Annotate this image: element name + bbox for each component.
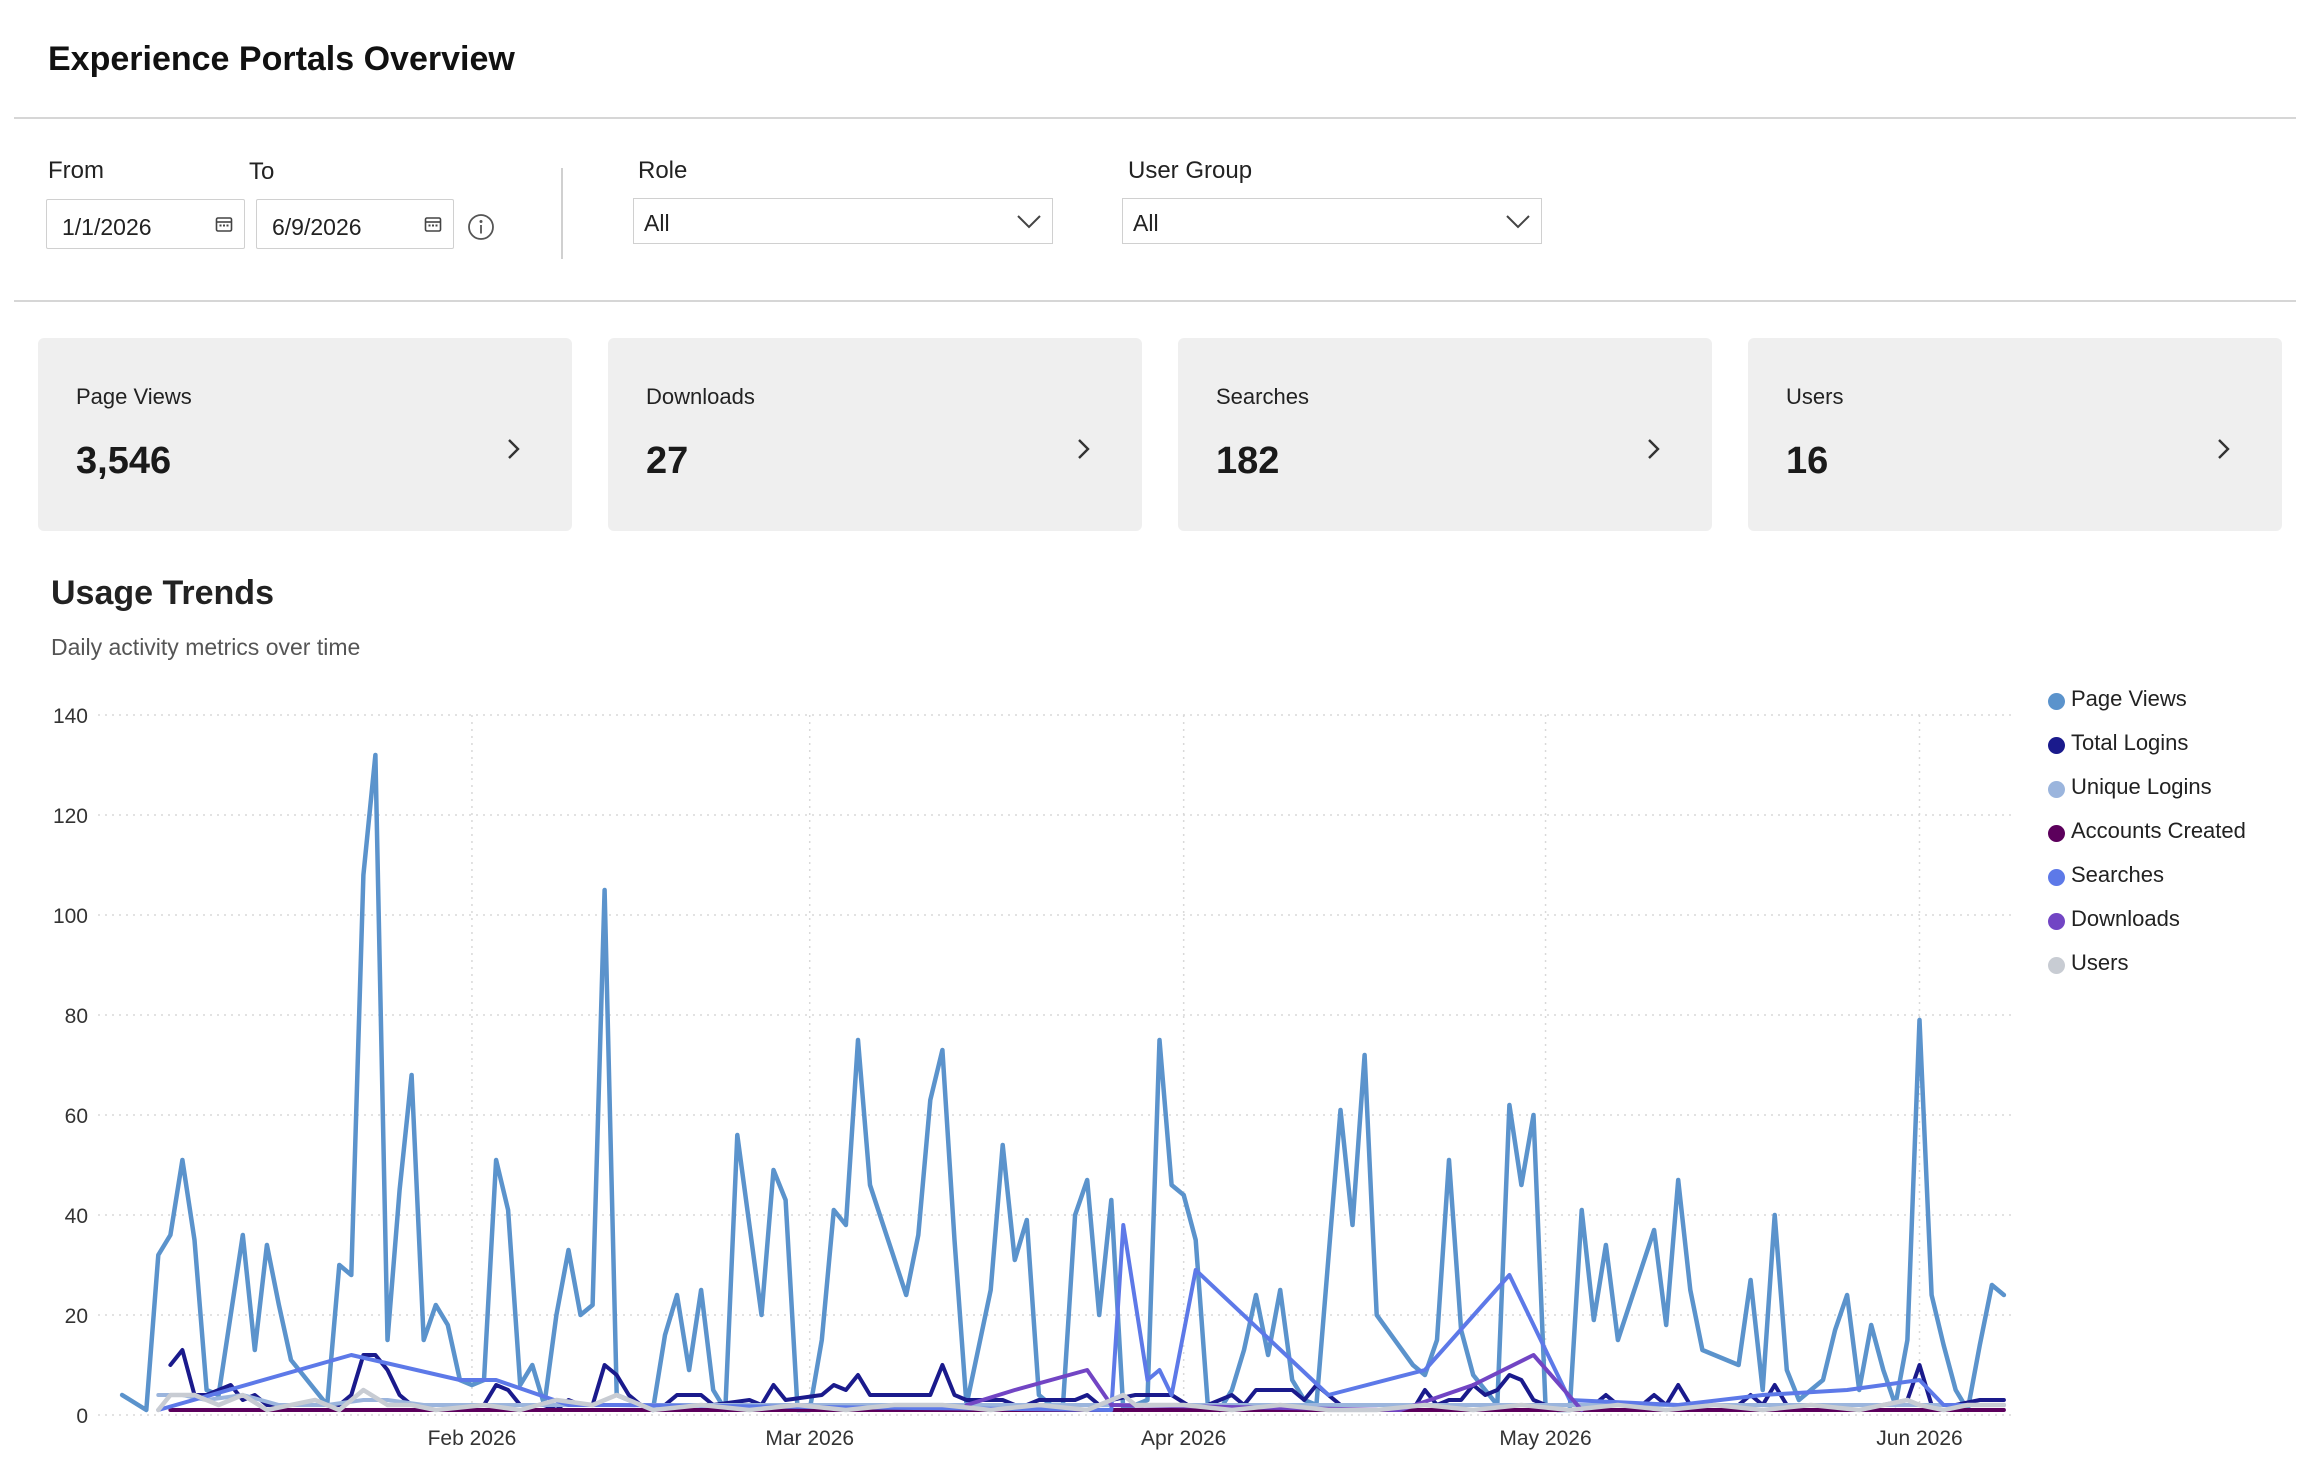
card-page-views[interactable]: Page Views 3,546 [38, 338, 572, 531]
y-tick-label: 140 [53, 705, 88, 728]
user-group-label: User Group [1128, 157, 1253, 184]
card-downloads[interactable]: Downloads 27 [608, 338, 1142, 531]
card-value: 182 [1216, 440, 1280, 482]
usage-trends-chart: 0 20 40 60 80 100 120 140 Feb 2026 Mar 2026 Apr 20… [53, 705, 2016, 1450]
role-label: Role [638, 157, 688, 184]
calendar-icon[interactable] [423, 214, 443, 234]
chevron-right-icon [1648, 439, 1660, 459]
from-label: From [48, 157, 104, 184]
section-title: Usage Trends [51, 574, 274, 612]
user-group-select[interactable]: All [1122, 198, 1542, 244]
filter-separator [561, 168, 563, 259]
series-line-users [156, 1387, 2007, 1413]
chevron-down-icon [1506, 215, 1530, 229]
role-select-value: All [644, 210, 670, 236]
x-tick-label: Feb 2026 [428, 1427, 517, 1450]
section-subtitle: Daily activity metrics over time [51, 634, 361, 660]
y-tick-label: 120 [53, 805, 88, 828]
page-title: Experience Portals Overview [48, 40, 515, 78]
legend-label: Searches [2071, 862, 2164, 887]
filter-divider [14, 300, 2296, 302]
header-divider [14, 117, 2296, 119]
legend-swatch [2048, 869, 2065, 886]
y-tick-label: 40 [65, 1205, 88, 1228]
y-tick-label: 60 [65, 1105, 88, 1128]
user-group-select-value: All [1133, 210, 1159, 236]
legend-swatch [2048, 825, 2065, 842]
y-tick-label: 80 [65, 1005, 88, 1028]
card-label: Page Views [76, 384, 192, 409]
legend-swatch [2048, 693, 2065, 710]
chevron-right-icon [508, 439, 520, 459]
legend-label: Total Logins [2071, 730, 2189, 755]
y-tick-label: 20 [65, 1305, 88, 1328]
calendar-icon[interactable] [214, 214, 234, 234]
x-tick-label: May 2026 [1499, 1427, 1591, 1450]
legend-swatch [2048, 781, 2065, 798]
x-tick-label: Mar 2026 [765, 1427, 854, 1450]
y-tick-label: 100 [53, 905, 88, 928]
from-date-value: 1/1/2026 [62, 214, 152, 240]
card-label: Searches [1216, 384, 1309, 409]
x-tick-label: Jun 2026 [1876, 1427, 1962, 1450]
legend-label: Unique Logins [2071, 774, 2212, 799]
chevron-right-icon [2218, 439, 2230, 459]
chevron-down-icon [1017, 215, 1041, 229]
from-date-input[interactable]: 1/1/2026 [46, 199, 245, 249]
y-tick-label: 0 [76, 1405, 88, 1428]
legend-label: Downloads [2071, 906, 2180, 931]
info-icon[interactable] [466, 212, 496, 242]
to-date-input[interactable]: 6/9/2026 [256, 199, 454, 249]
legend-swatch [2048, 957, 2065, 974]
legend-label: Page Views [2071, 686, 2187, 711]
legend-swatch [2048, 737, 2065, 754]
x-tick-label: Apr 2026 [1141, 1427, 1226, 1450]
series-line-searches [156, 1223, 2006, 1412]
to-label: To [249, 158, 275, 185]
legend-swatch [2048, 913, 2065, 930]
to-date-value: 6/9/2026 [272, 214, 362, 240]
card-users[interactable]: Users 16 [1748, 338, 2282, 531]
card-value: 27 [646, 440, 689, 482]
card-searches[interactable]: Searches 182 [1178, 338, 1712, 531]
legend-label: Accounts Created [2071, 818, 2246, 843]
series-line-page-views [119, 752, 2007, 1413]
card-label: Users [1786, 384, 1844, 409]
card-value: 16 [1786, 440, 1829, 482]
card-value: 3,546 [76, 440, 172, 482]
legend-label: Users [2071, 950, 2129, 975]
role-select[interactable]: All [633, 198, 1053, 244]
card-label: Downloads [646, 384, 755, 409]
chevron-right-icon [1078, 439, 1090, 459]
